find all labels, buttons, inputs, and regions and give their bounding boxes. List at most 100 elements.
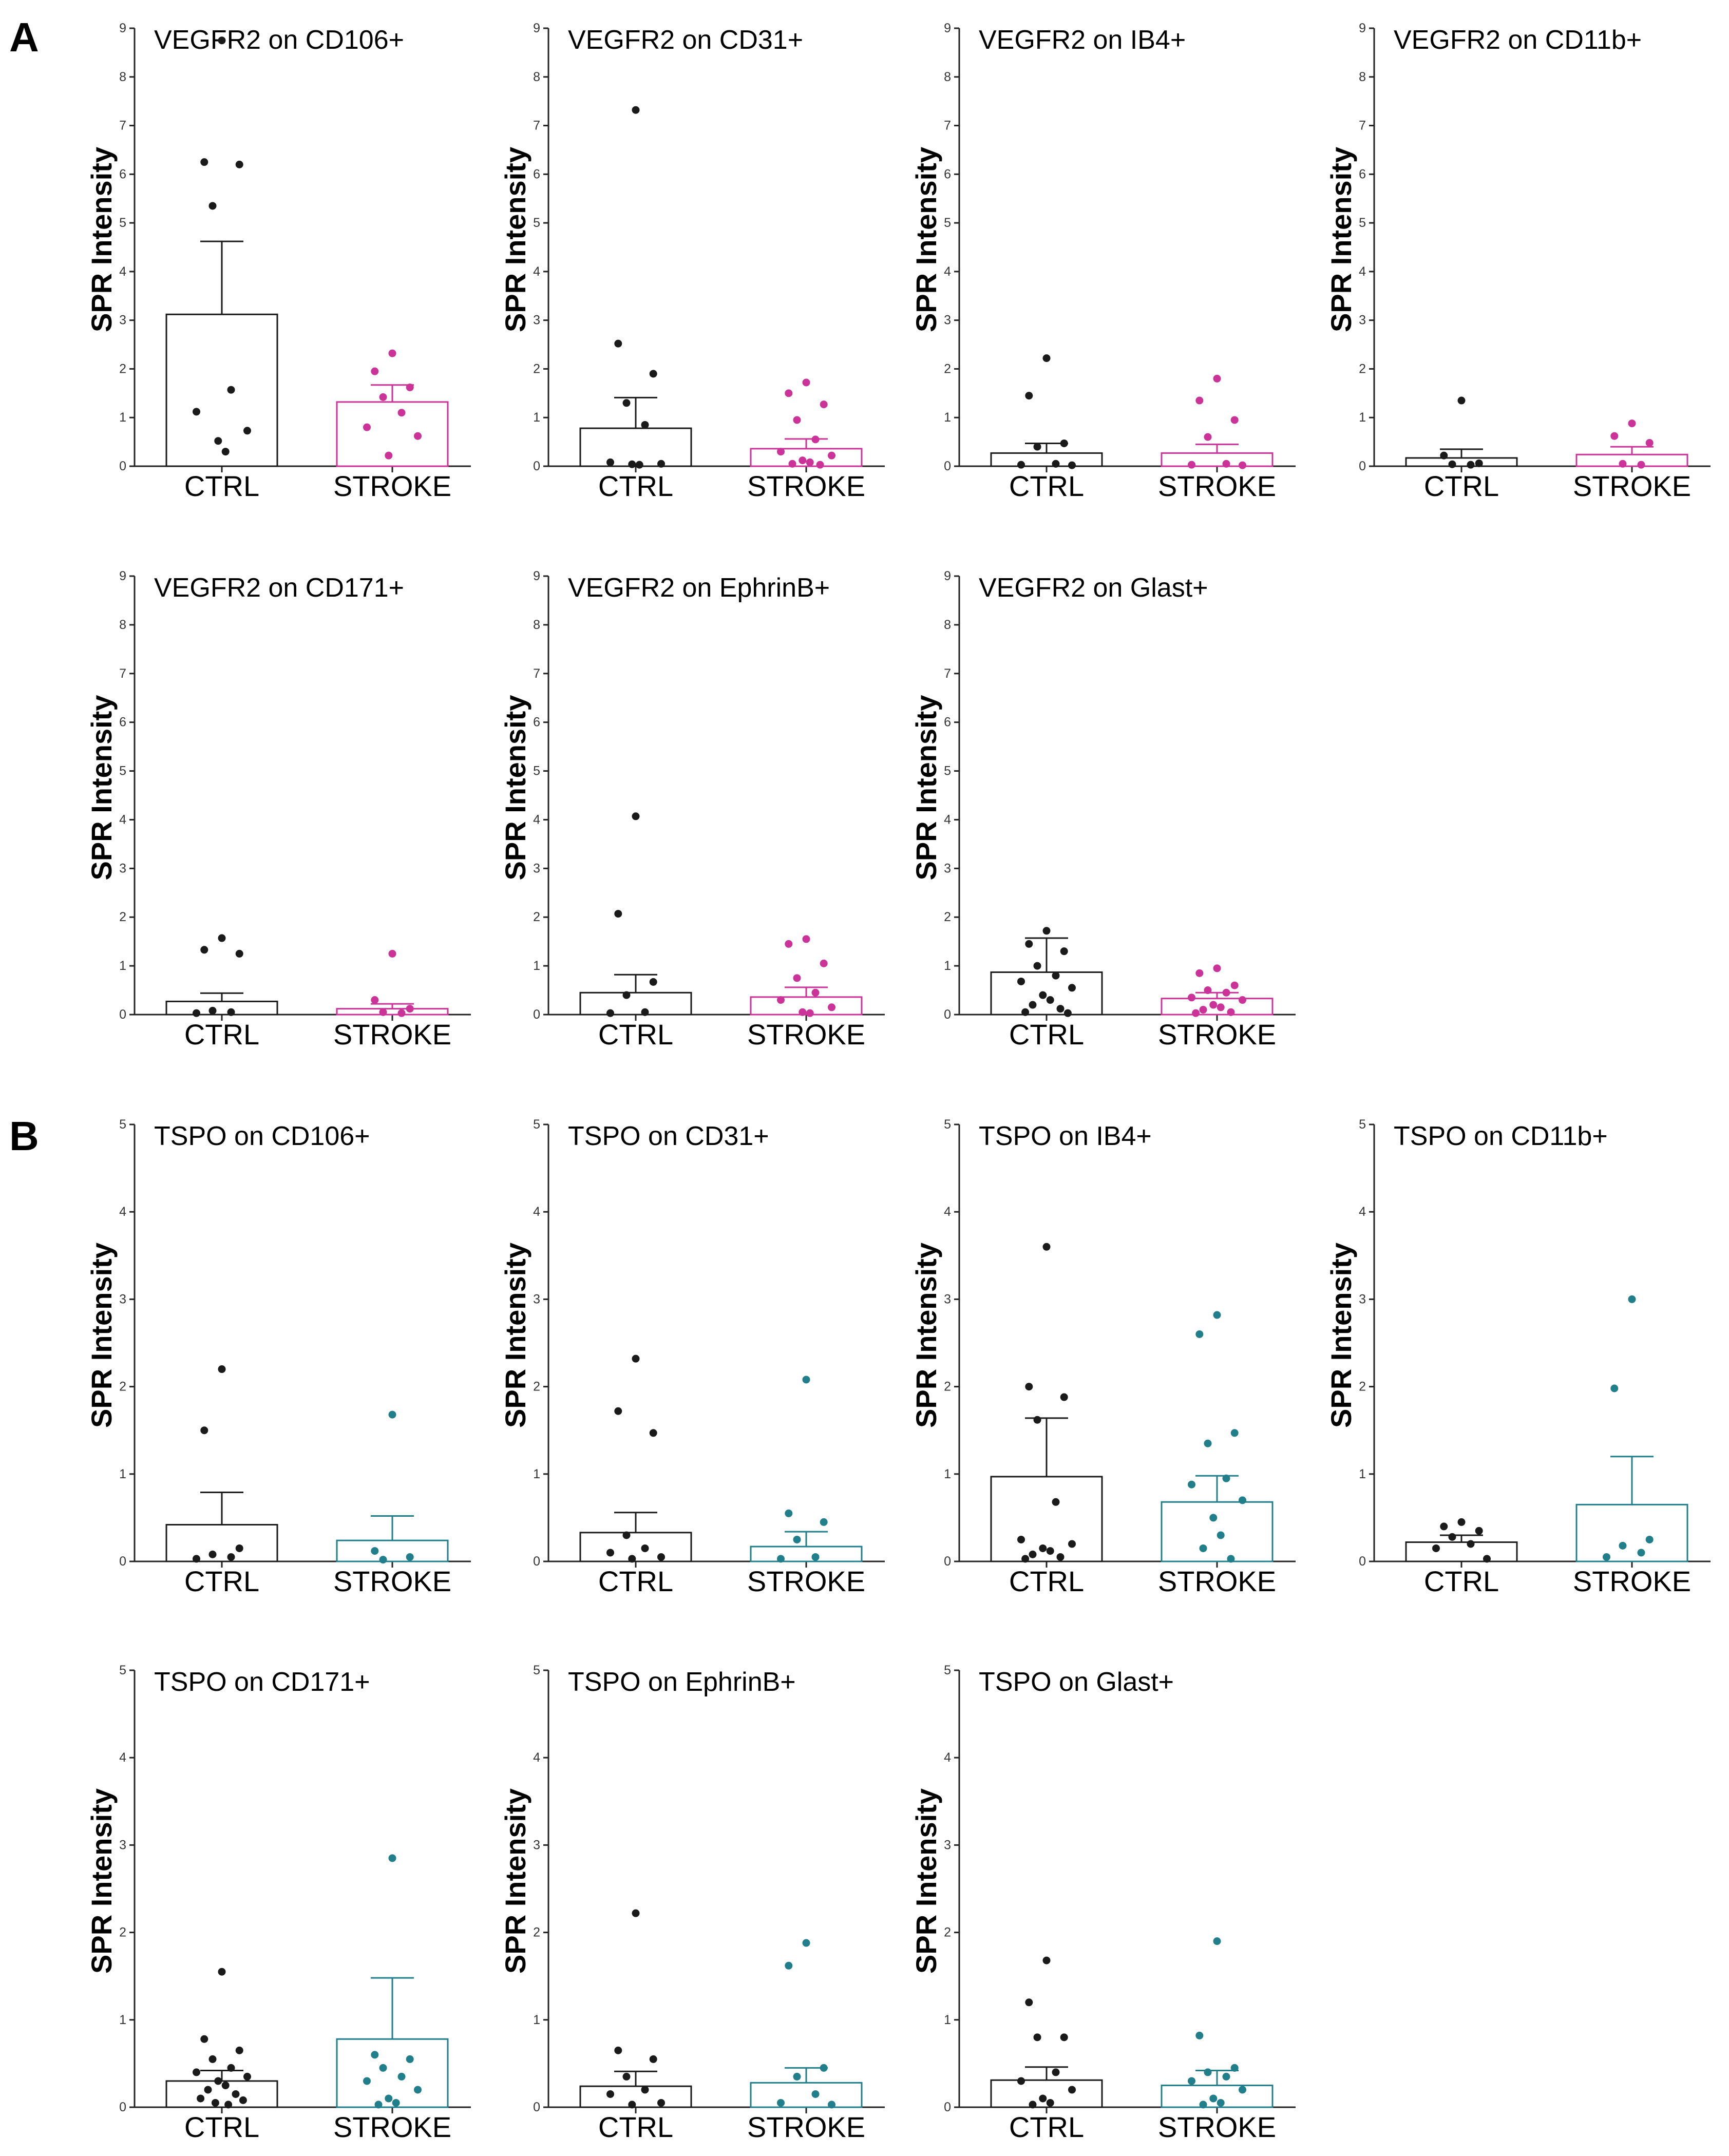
data-point <box>1222 2072 1230 2081</box>
data-point <box>635 461 643 469</box>
data-point <box>828 1003 835 1012</box>
data-point <box>1457 396 1466 405</box>
data-point <box>214 2077 222 2085</box>
y-tick-label: 4 <box>1359 264 1366 279</box>
y-tick-label: 2 <box>1359 361 1366 376</box>
data-point <box>828 2101 835 2109</box>
data-point <box>406 383 414 391</box>
data-point <box>371 1547 379 1555</box>
y-axis-label: SPR Intensity <box>910 1788 942 1974</box>
data-point <box>1068 461 1076 469</box>
y-tick-label: 5 <box>119 216 126 230</box>
data-point <box>193 2068 200 2076</box>
data-point <box>1213 1937 1221 1945</box>
data-point <box>1039 1544 1047 1552</box>
y-tick-label: 5 <box>533 1663 540 1677</box>
x-tick-label: STROKE <box>747 1565 865 1597</box>
data-point <box>820 1518 828 1526</box>
data-point <box>614 2046 622 2054</box>
y-tick-label: 6 <box>533 167 540 181</box>
y-tick-label: 3 <box>119 313 126 328</box>
x-tick-label: STROKE <box>333 2111 451 2143</box>
y-tick-label: 7 <box>119 119 126 133</box>
data-point <box>802 1376 810 1384</box>
y-tick-label: 2 <box>533 361 540 376</box>
data-point <box>1637 1549 1645 1557</box>
y-tick-label: 0 <box>944 1554 951 1569</box>
data-point <box>811 435 820 444</box>
y-tick-label: 4 <box>1359 1205 1366 1219</box>
data-point <box>811 1553 820 1561</box>
y-axis-label: SPR Intensity <box>499 147 531 332</box>
y-tick-label: 7 <box>533 119 540 133</box>
data-point <box>1042 354 1051 362</box>
y-tick-label: 8 <box>119 618 126 632</box>
data-point <box>820 2064 828 2072</box>
y-axis-label: SPR Intensity <box>910 695 942 881</box>
y-axis-label: SPR Intensity <box>910 147 942 332</box>
data-point <box>1052 460 1060 468</box>
data-point <box>1046 2098 1054 2107</box>
y-tick-label: 5 <box>944 764 951 778</box>
data-point <box>606 458 614 466</box>
y-tick-label: 4 <box>119 812 126 827</box>
data-point <box>227 2064 235 2072</box>
data-point <box>785 940 793 948</box>
data-point <box>649 978 657 986</box>
data-point <box>414 432 422 440</box>
data-point <box>806 458 814 466</box>
data-point <box>1209 1001 1218 1009</box>
y-tick-label: 8 <box>119 70 126 84</box>
chart-vegfr2-on-cd11b: 0 1 2 3 4 5 6 7 8 9 SPR Intensity VEGFR2 on CD11b+ C… <box>1325 21 1711 502</box>
data-point <box>1213 1311 1221 1319</box>
data-point <box>1060 2033 1068 2041</box>
data-point <box>1204 1439 1212 1447</box>
y-tick-label: 4 <box>944 264 951 279</box>
data-point <box>820 959 828 967</box>
y-tick-label: 3 <box>119 1838 126 1852</box>
data-point <box>1060 947 1068 956</box>
y-tick-label: 1 <box>944 959 951 973</box>
data-point <box>227 1008 235 1016</box>
data-point <box>200 946 208 954</box>
y-tick-label: 1 <box>944 2013 951 2027</box>
y-tick-label: 7 <box>944 119 951 133</box>
data-point <box>632 1909 640 1917</box>
data-point <box>193 408 200 416</box>
data-point <box>657 2098 665 2107</box>
data-point <box>622 1531 631 1539</box>
data-point <box>385 451 393 460</box>
y-tick-label: 3 <box>533 1292 540 1306</box>
data-point <box>193 1555 200 1563</box>
chart-title: TSPO on CD31+ <box>568 1121 769 1151</box>
y-tick-label: 0 <box>119 1007 126 1022</box>
chart-title: TSPO on CD11b+ <box>1394 1121 1608 1151</box>
chart-title: TSPO on CD106+ <box>154 1121 370 1151</box>
data-point <box>793 974 801 982</box>
y-tick-label: 3 <box>944 861 951 875</box>
chart-title: VEGFR2 on CD31+ <box>568 25 803 55</box>
data-point <box>363 2077 371 2085</box>
x-tick-label: STROKE <box>747 470 865 502</box>
data-point <box>1060 1393 1068 1401</box>
data-point <box>777 996 785 1004</box>
data-point <box>802 1939 810 1947</box>
panel-label-b: B <box>9 1113 39 1159</box>
y-tick-label: 7 <box>944 666 951 681</box>
data-point <box>657 1553 665 1561</box>
data-point <box>820 400 828 409</box>
y-tick-label: 0 <box>1359 1554 1366 1569</box>
data-point <box>1637 461 1645 469</box>
data-point <box>622 399 631 407</box>
data-point <box>239 2096 247 2104</box>
data-point <box>1025 392 1033 400</box>
y-axis-label: SPR Intensity <box>85 1243 118 1428</box>
data-point <box>1025 940 1033 948</box>
data-point <box>606 2090 614 2098</box>
data-point <box>1645 1535 1654 1543</box>
chart-tspo-on-ephrinb: 0 1 2 3 4 5 SPR Intensity TSPO on EphrinB+ CTRL S… <box>499 1663 885 2143</box>
data-point <box>214 437 222 445</box>
x-tick-label: STROKE <box>1158 2111 1276 2143</box>
data-point <box>1039 2094 1047 2103</box>
data-point <box>204 2086 212 2094</box>
